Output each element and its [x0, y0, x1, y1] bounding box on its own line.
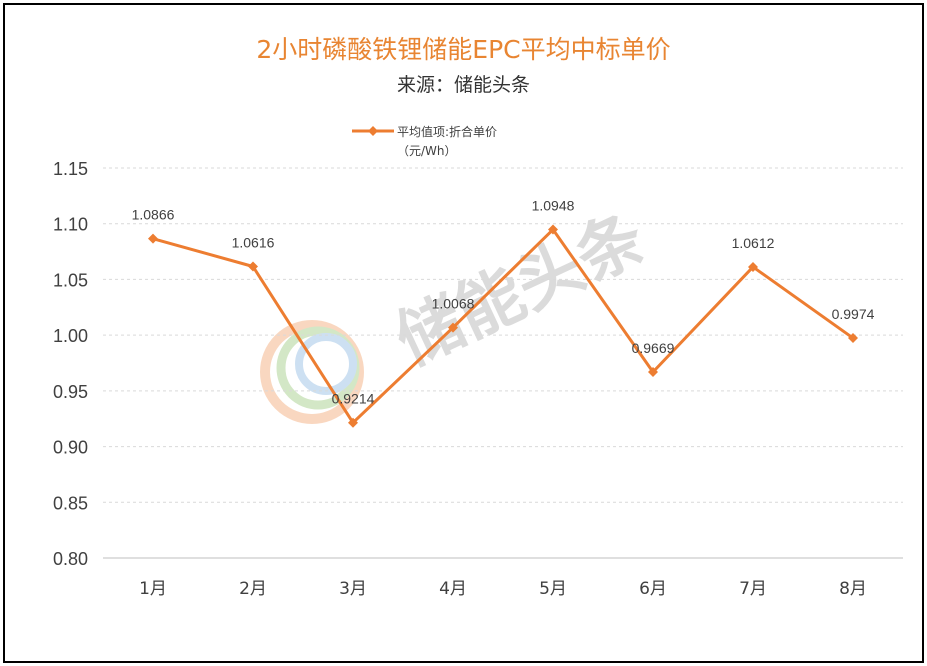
x-tick-label: 6月 [639, 579, 667, 599]
data-point-marker [548, 224, 558, 235]
chart-title: 2小时磷酸铁锂储能EPC平均中标单价 [256, 35, 671, 64]
y-tick-label: 0.80 [53, 549, 88, 569]
x-tick-label: 1月 [139, 579, 167, 599]
data-label: 1.0866 [132, 207, 175, 223]
data-point-marker [648, 367, 658, 378]
legend-label-line2: （元/Wh） [397, 144, 457, 158]
x-tick-label: 7月 [739, 579, 767, 599]
y-axis-ticks: 0.80 0.85 0.90 0.95 1.00 1.05 1.10 1.15 [53, 159, 88, 569]
x-tick-label: 2月 [239, 579, 267, 599]
x-tick-label: 5月 [539, 579, 567, 599]
data-label: 1.0948 [532, 198, 575, 214]
chart-subtitle: 来源：储能头条 [396, 74, 530, 96]
y-tick-label: 0.90 [53, 438, 88, 458]
data-point-marker [248, 261, 258, 272]
x-tick-label: 8月 [839, 579, 867, 599]
data-point-marker [448, 322, 458, 333]
series-group: 1.0866 1.0616 0.9214 1.0068 1.0948 0.9669 1.06… [132, 198, 875, 428]
data-label: 0.9214 [332, 391, 375, 407]
chart-frame [3, 3, 924, 663]
legend: 平均值项:折合单价 （元/Wh） [352, 124, 497, 158]
legend-label-line1: 平均值项:折合单价 [397, 124, 497, 139]
series-line [152, 228, 854, 425]
y-tick-label: 1.10 [53, 215, 88, 235]
y-tick-label: 0.95 [53, 382, 88, 402]
y-tick-label: 1.05 [53, 270, 88, 290]
data-point-marker [748, 261, 758, 272]
y-tick-label: 1.15 [53, 159, 88, 179]
data-label: 0.9974 [832, 306, 875, 322]
data-point-marker [848, 333, 858, 344]
grid-lines [103, 167, 903, 559]
data-label: 1.0616 [232, 235, 275, 251]
y-tick-label: 0.85 [53, 493, 88, 513]
data-point-marker [148, 233, 158, 244]
x-tick-label: 3月 [339, 579, 367, 599]
x-tick-label: 4月 [439, 579, 467, 599]
x-axis-ticks: 1月 2月 3月 4月 5月 6月 7月 8月 [139, 579, 867, 599]
data-label: 1.0068 [432, 296, 475, 312]
data-label: 1.0612 [732, 235, 775, 251]
y-tick-label: 1.00 [53, 326, 88, 346]
data-point-marker [348, 417, 358, 428]
data-label: 0.9669 [632, 340, 675, 356]
legend-marker [368, 126, 378, 136]
